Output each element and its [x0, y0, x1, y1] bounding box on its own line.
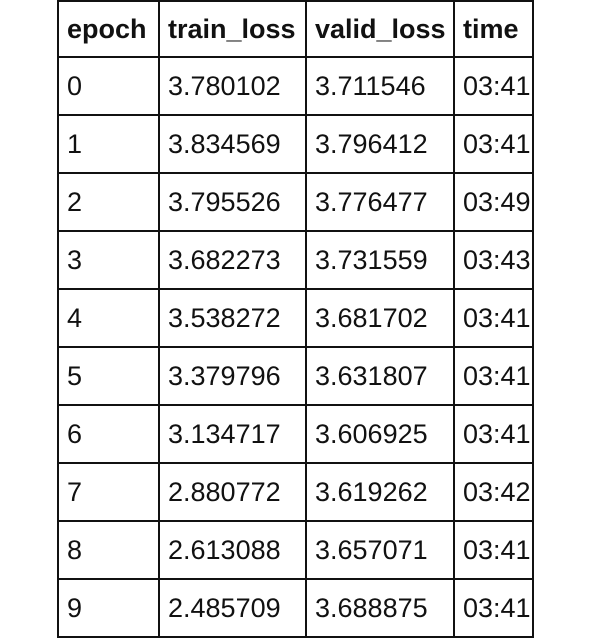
- header-row: epoch train_loss valid_loss time: [57, 0, 534, 58]
- epoch-cell: 5: [57, 346, 160, 406]
- table-row: 3 3.682273 3.731559 03:43: [57, 230, 534, 290]
- table-row: 4 3.538272 3.681702 03:41: [57, 288, 534, 348]
- valid-loss-cell: 3.631807: [305, 346, 455, 406]
- training-results-table: epoch train_loss valid_loss time 0 3.780…: [57, 0, 534, 638]
- valid-loss-cell: 3.619262: [305, 462, 455, 522]
- valid-loss-cell: 3.796412: [305, 114, 455, 174]
- epoch-cell: 4: [57, 288, 160, 348]
- time-cell: 03:41: [453, 578, 534, 638]
- train-loss-cell: 3.834569: [158, 114, 307, 174]
- table-row: 9 2.485709 3.688875 03:41: [57, 578, 534, 638]
- table-header: epoch train_loss valid_loss time: [57, 0, 534, 58]
- table-row: 0 3.780102 3.711546 03:41: [57, 56, 534, 116]
- training-results-container: epoch train_loss valid_loss time 0 3.780…: [57, 0, 534, 638]
- time-cell: 03:41: [453, 114, 534, 174]
- epoch-cell: 7: [57, 462, 160, 522]
- epoch-cell: 3: [57, 230, 160, 290]
- train-loss-cell: 3.682273: [158, 230, 307, 290]
- column-header-valid-loss: valid_loss: [305, 0, 455, 58]
- time-cell: 03:41: [453, 520, 534, 580]
- table-row: 6 3.134717 3.606925 03:41: [57, 404, 534, 464]
- epoch-cell: 8: [57, 520, 160, 580]
- time-cell: 03:41: [453, 56, 534, 116]
- train-loss-cell: 2.613088: [158, 520, 307, 580]
- valid-loss-cell: 3.606925: [305, 404, 455, 464]
- table-body: 0 3.780102 3.711546 03:41 1 3.834569 3.7…: [57, 56, 534, 638]
- train-loss-cell: 3.379796: [158, 346, 307, 406]
- table-row: 8 2.613088 3.657071 03:41: [57, 520, 534, 580]
- column-header-epoch: epoch: [57, 0, 160, 58]
- epoch-cell: 9: [57, 578, 160, 638]
- table-row: 1 3.834569 3.796412 03:41: [57, 114, 534, 174]
- valid-loss-cell: 3.657071: [305, 520, 455, 580]
- valid-loss-cell: 3.681702: [305, 288, 455, 348]
- train-loss-cell: 2.485709: [158, 578, 307, 638]
- valid-loss-cell: 3.776477: [305, 172, 455, 232]
- time-cell: 03:41: [453, 404, 534, 464]
- table-row: 2 3.795526 3.776477 03:49: [57, 172, 534, 232]
- epoch-cell: 2: [57, 172, 160, 232]
- epoch-cell: 6: [57, 404, 160, 464]
- time-cell: 03:41: [453, 346, 534, 406]
- train-loss-cell: 3.538272: [158, 288, 307, 348]
- valid-loss-cell: 3.688875: [305, 578, 455, 638]
- time-cell: 03:43: [453, 230, 534, 290]
- train-loss-cell: 2.880772: [158, 462, 307, 522]
- column-header-train-loss: train_loss: [158, 0, 307, 58]
- time-cell: 03:42: [453, 462, 534, 522]
- valid-loss-cell: 3.711546: [305, 56, 455, 116]
- table-row: 5 3.379796 3.631807 03:41: [57, 346, 534, 406]
- epoch-cell: 1: [57, 114, 160, 174]
- time-cell: 03:49: [453, 172, 534, 232]
- train-loss-cell: 3.780102: [158, 56, 307, 116]
- valid-loss-cell: 3.731559: [305, 230, 455, 290]
- table-row: 7 2.880772 3.619262 03:42: [57, 462, 534, 522]
- train-loss-cell: 3.795526: [158, 172, 307, 232]
- column-header-time: time: [453, 0, 534, 58]
- train-loss-cell: 3.134717: [158, 404, 307, 464]
- time-cell: 03:41: [453, 288, 534, 348]
- epoch-cell: 0: [57, 56, 160, 116]
